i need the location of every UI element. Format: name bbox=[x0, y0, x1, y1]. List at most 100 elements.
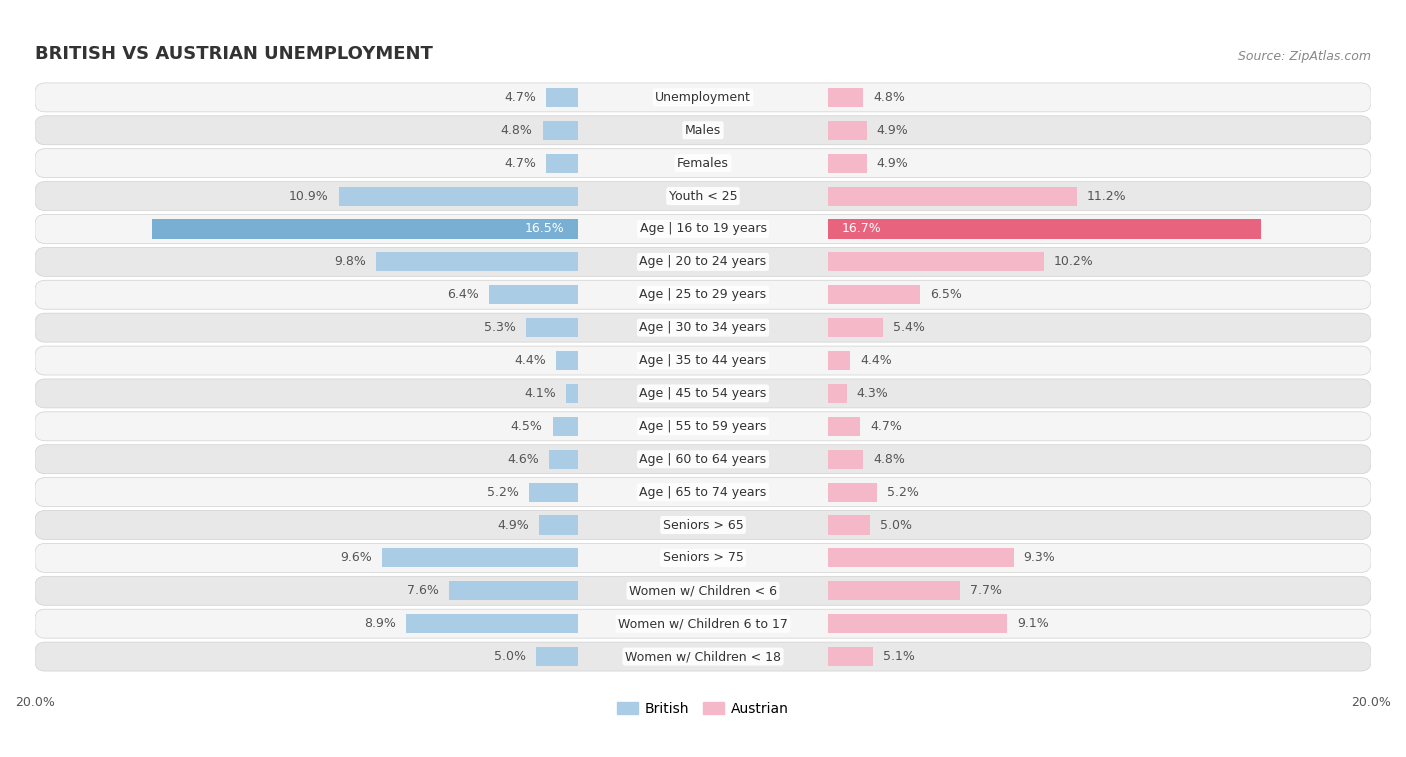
Text: 4.9%: 4.9% bbox=[877, 157, 908, 170]
Text: 4.6%: 4.6% bbox=[508, 453, 540, 466]
Bar bbox=[406, 614, 578, 633]
Text: 5.2%: 5.2% bbox=[488, 485, 519, 499]
Text: 4.9%: 4.9% bbox=[498, 519, 529, 531]
Text: 4.8%: 4.8% bbox=[873, 91, 905, 104]
Text: Age | 65 to 74 years: Age | 65 to 74 years bbox=[640, 485, 766, 499]
Bar bbox=[828, 614, 1007, 633]
Text: 5.2%: 5.2% bbox=[887, 485, 918, 499]
Text: Unemployment: Unemployment bbox=[655, 91, 751, 104]
Text: 7.7%: 7.7% bbox=[970, 584, 1002, 597]
Bar bbox=[828, 351, 851, 370]
Bar bbox=[540, 516, 578, 534]
Text: 8.9%: 8.9% bbox=[364, 617, 395, 630]
Text: 5.0%: 5.0% bbox=[880, 519, 912, 531]
Text: Males: Males bbox=[685, 124, 721, 137]
Bar bbox=[828, 450, 863, 469]
Text: Age | 45 to 54 years: Age | 45 to 54 years bbox=[640, 387, 766, 400]
Bar bbox=[553, 417, 578, 436]
Bar bbox=[489, 285, 578, 304]
Bar bbox=[828, 548, 1014, 568]
Bar bbox=[828, 417, 860, 436]
FancyBboxPatch shape bbox=[35, 609, 1371, 638]
Bar bbox=[828, 154, 866, 173]
Bar bbox=[828, 285, 920, 304]
Text: Age | 55 to 59 years: Age | 55 to 59 years bbox=[640, 420, 766, 433]
FancyBboxPatch shape bbox=[35, 313, 1371, 342]
Bar bbox=[529, 482, 578, 502]
Text: 4.1%: 4.1% bbox=[524, 387, 555, 400]
Bar bbox=[828, 186, 1077, 206]
FancyBboxPatch shape bbox=[35, 280, 1371, 309]
Text: Females: Females bbox=[678, 157, 728, 170]
Bar bbox=[339, 186, 578, 206]
Text: Age | 20 to 24 years: Age | 20 to 24 years bbox=[640, 255, 766, 269]
Bar bbox=[828, 482, 877, 502]
Text: 4.8%: 4.8% bbox=[501, 124, 533, 137]
Text: Women w/ Children < 18: Women w/ Children < 18 bbox=[626, 650, 780, 663]
Bar bbox=[526, 318, 578, 337]
FancyBboxPatch shape bbox=[35, 346, 1371, 375]
Text: 9.1%: 9.1% bbox=[1017, 617, 1049, 630]
Text: 4.4%: 4.4% bbox=[515, 354, 546, 367]
Text: Women w/ Children < 6: Women w/ Children < 6 bbox=[628, 584, 778, 597]
Bar bbox=[828, 220, 1261, 238]
Text: Age | 30 to 34 years: Age | 30 to 34 years bbox=[640, 321, 766, 334]
Text: 16.5%: 16.5% bbox=[524, 223, 564, 235]
Text: 9.8%: 9.8% bbox=[333, 255, 366, 269]
Text: 5.3%: 5.3% bbox=[484, 321, 516, 334]
Text: 4.7%: 4.7% bbox=[505, 157, 536, 170]
Text: 5.0%: 5.0% bbox=[494, 650, 526, 663]
Text: 4.9%: 4.9% bbox=[877, 124, 908, 137]
Bar bbox=[555, 351, 578, 370]
Text: 6.4%: 6.4% bbox=[447, 288, 479, 301]
FancyBboxPatch shape bbox=[35, 83, 1371, 112]
Bar bbox=[567, 384, 578, 403]
FancyBboxPatch shape bbox=[35, 148, 1371, 178]
Text: Seniors > 65: Seniors > 65 bbox=[662, 519, 744, 531]
FancyBboxPatch shape bbox=[35, 182, 1371, 210]
Legend: British, Austrian: British, Austrian bbox=[612, 696, 794, 721]
Bar bbox=[828, 318, 883, 337]
Text: 5.4%: 5.4% bbox=[893, 321, 925, 334]
Text: BRITISH VS AUSTRIAN UNEMPLOYMENT: BRITISH VS AUSTRIAN UNEMPLOYMENT bbox=[35, 45, 433, 63]
Bar bbox=[550, 450, 578, 469]
Bar bbox=[543, 121, 578, 140]
Text: 10.9%: 10.9% bbox=[290, 189, 329, 203]
Bar bbox=[828, 252, 1043, 272]
Bar bbox=[828, 516, 870, 534]
FancyBboxPatch shape bbox=[35, 248, 1371, 276]
Bar bbox=[536, 647, 578, 666]
Text: 4.4%: 4.4% bbox=[860, 354, 891, 367]
Text: 4.5%: 4.5% bbox=[510, 420, 543, 433]
FancyBboxPatch shape bbox=[35, 379, 1371, 408]
FancyBboxPatch shape bbox=[35, 412, 1371, 441]
FancyBboxPatch shape bbox=[35, 478, 1371, 506]
Bar bbox=[828, 647, 873, 666]
Text: 4.8%: 4.8% bbox=[873, 453, 905, 466]
FancyBboxPatch shape bbox=[35, 642, 1371, 671]
Bar bbox=[828, 88, 863, 107]
Text: Seniors > 75: Seniors > 75 bbox=[662, 551, 744, 565]
Bar bbox=[382, 548, 578, 568]
Bar bbox=[546, 154, 578, 173]
Bar bbox=[828, 384, 846, 403]
FancyBboxPatch shape bbox=[35, 510, 1371, 540]
Bar bbox=[828, 121, 866, 140]
Text: 10.2%: 10.2% bbox=[1053, 255, 1094, 269]
Bar bbox=[375, 252, 578, 272]
Text: 9.3%: 9.3% bbox=[1024, 551, 1056, 565]
Text: 6.5%: 6.5% bbox=[931, 288, 962, 301]
FancyBboxPatch shape bbox=[35, 544, 1371, 572]
FancyBboxPatch shape bbox=[35, 576, 1371, 606]
Text: Age | 25 to 29 years: Age | 25 to 29 years bbox=[640, 288, 766, 301]
Text: 5.1%: 5.1% bbox=[883, 650, 915, 663]
Text: 9.6%: 9.6% bbox=[340, 551, 373, 565]
Bar bbox=[152, 220, 578, 238]
Text: 4.7%: 4.7% bbox=[505, 91, 536, 104]
Bar bbox=[546, 88, 578, 107]
FancyBboxPatch shape bbox=[35, 116, 1371, 145]
Text: 16.7%: 16.7% bbox=[842, 223, 882, 235]
Text: Women w/ Children 6 to 17: Women w/ Children 6 to 17 bbox=[619, 617, 787, 630]
Text: 11.2%: 11.2% bbox=[1087, 189, 1126, 203]
Text: Age | 60 to 64 years: Age | 60 to 64 years bbox=[640, 453, 766, 466]
